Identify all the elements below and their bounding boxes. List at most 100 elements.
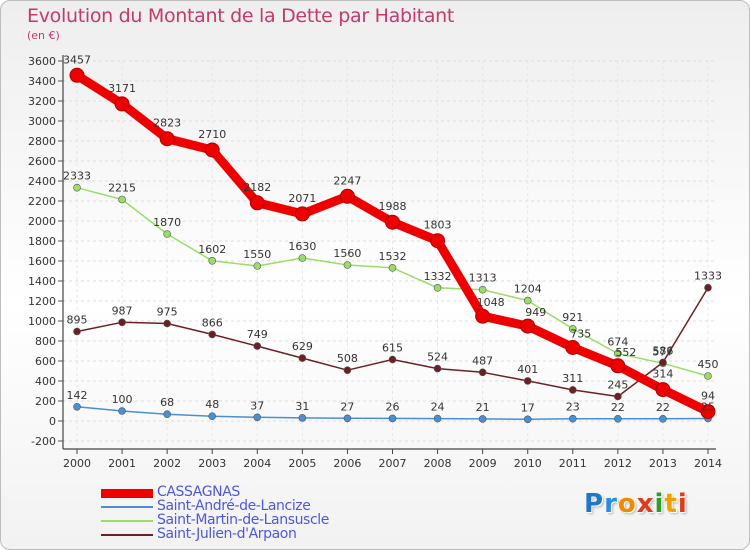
data-label: 31 bbox=[295, 400, 309, 413]
data-point bbox=[208, 330, 217, 339]
data-label: 1803 bbox=[424, 219, 452, 232]
data-label: 245 bbox=[607, 379, 628, 392]
data-label: 2710 bbox=[198, 128, 226, 141]
data-label: 629 bbox=[292, 340, 313, 353]
data-label: 895 bbox=[67, 314, 88, 327]
data-label: 94 bbox=[701, 390, 715, 403]
data-point bbox=[69, 67, 85, 83]
x-tick-label: 2011 bbox=[559, 457, 587, 470]
data-point bbox=[253, 262, 262, 270]
legend-item: Saint-Julien-d'Arpaon bbox=[101, 526, 361, 542]
x-tick-label: 2010 bbox=[514, 457, 542, 470]
data-label: 552 bbox=[615, 346, 636, 359]
data-point bbox=[298, 254, 307, 262]
data-point bbox=[294, 206, 310, 222]
data-label: 1332 bbox=[424, 270, 452, 283]
legend-swatch bbox=[101, 520, 153, 522]
data-label: 577 bbox=[652, 345, 673, 358]
y-tick-label: 600 bbox=[35, 355, 56, 368]
y-tick-label: 200 bbox=[35, 395, 56, 408]
legend-swatch bbox=[101, 489, 153, 498]
series-saint-andr-de-lancize bbox=[73, 402, 712, 424]
data-label: 401 bbox=[517, 363, 538, 376]
data-point bbox=[565, 340, 581, 355]
logo-letter: i bbox=[654, 489, 665, 519]
data-label: 142 bbox=[67, 389, 88, 402]
data-label: 2182 bbox=[243, 181, 271, 194]
data-label: 487 bbox=[472, 354, 493, 367]
x-tick-label: 2005 bbox=[288, 457, 316, 470]
data-label: 508 bbox=[337, 352, 358, 365]
y-tick-label: 3600 bbox=[28, 55, 56, 68]
series-saint-julien-d-arpaon bbox=[73, 283, 712, 401]
data-label: 25 bbox=[701, 401, 715, 414]
series-cassagnas bbox=[69, 67, 716, 420]
data-point bbox=[343, 366, 352, 375]
data-label: 22 bbox=[611, 401, 625, 414]
y-tick-label: 800 bbox=[35, 335, 56, 348]
data-point bbox=[388, 414, 397, 423]
data-point bbox=[118, 407, 126, 415]
data-label: 1630 bbox=[288, 240, 316, 253]
data-label: 2823 bbox=[153, 117, 181, 130]
data-point bbox=[298, 414, 307, 422]
legend-swatch bbox=[101, 506, 153, 508]
y-tick-label: 1400 bbox=[28, 275, 56, 288]
data-label: 21 bbox=[476, 401, 490, 414]
data-label: 975 bbox=[157, 306, 178, 319]
data-point bbox=[655, 382, 671, 398]
chart-unit: (en €) bbox=[27, 29, 60, 42]
data-label: 1870 bbox=[153, 216, 181, 229]
x-tick-label: 2009 bbox=[469, 457, 497, 470]
data-label: 949 bbox=[525, 306, 546, 319]
x-tick-label: 2013 bbox=[649, 457, 677, 470]
legend-label: Saint-André-de-Lancize bbox=[157, 498, 311, 514]
data-label: 749 bbox=[247, 328, 268, 341]
data-point bbox=[478, 415, 487, 423]
data-label: 921 bbox=[562, 311, 583, 324]
data-point bbox=[478, 368, 487, 377]
y-tick-label: 1200 bbox=[28, 295, 56, 308]
data-point bbox=[568, 325, 577, 333]
data-point bbox=[385, 214, 400, 230]
data-point bbox=[430, 233, 446, 249]
x-tick-label: 2014 bbox=[694, 457, 722, 470]
y-tick-label: 3200 bbox=[28, 95, 56, 108]
data-label: 27 bbox=[340, 400, 354, 413]
data-point bbox=[704, 372, 712, 380]
x-tick-label: 2008 bbox=[424, 457, 452, 470]
x-tick-label: 2012 bbox=[604, 457, 632, 470]
data-label: 1602 bbox=[198, 243, 226, 256]
logo-letter: o bbox=[617, 489, 637, 519]
data-point bbox=[700, 404, 716, 420]
logo-letter: i bbox=[677, 489, 688, 519]
data-point bbox=[114, 96, 130, 112]
logo-letter: P bbox=[584, 489, 605, 519]
data-label: 68 bbox=[160, 396, 174, 409]
data-point bbox=[568, 386, 577, 394]
data-point bbox=[73, 183, 81, 192]
data-label: 735 bbox=[570, 328, 591, 341]
data-point bbox=[475, 308, 491, 324]
data-point bbox=[520, 318, 536, 334]
data-label: 311 bbox=[562, 372, 583, 385]
data-label: 2071 bbox=[288, 192, 316, 205]
logo-letter: t bbox=[664, 489, 678, 519]
data-label: 24 bbox=[431, 401, 445, 414]
legend-label: CASSAGNAS bbox=[157, 484, 240, 500]
data-point bbox=[163, 230, 171, 238]
data-point bbox=[523, 415, 532, 424]
data-point bbox=[208, 412, 217, 421]
data-point bbox=[73, 327, 81, 336]
data-label: 1550 bbox=[243, 248, 271, 261]
data-label: 3171 bbox=[108, 82, 136, 95]
x-tick-label: 2000 bbox=[63, 457, 91, 470]
data-point bbox=[388, 263, 397, 272]
data-label: 1560 bbox=[333, 247, 361, 260]
data-point bbox=[249, 195, 265, 211]
data-label: 450 bbox=[698, 358, 719, 371]
y-tick-label: 2800 bbox=[28, 135, 56, 148]
y-tick-label: 3400 bbox=[28, 75, 56, 88]
